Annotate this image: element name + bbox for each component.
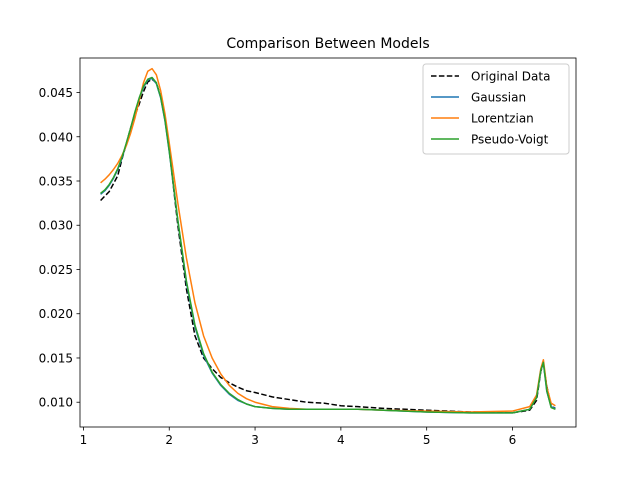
x-axis: 1 2 3 4 5 6: [80, 427, 517, 447]
y-tick-label: 0.015: [39, 351, 73, 365]
y-tick-label: 0.040: [39, 130, 73, 144]
x-tick-label: 5: [423, 433, 431, 447]
y-tick-label: 0.020: [39, 307, 73, 321]
plot-area: [79, 57, 577, 428]
legend: Original Data Gaussian Lorentzian Pseudo-Vo…: [422, 63, 570, 155]
y-axis: 0.010 0.015 0.020 0.025 0.030 0.035 0.040 0.045: [39, 86, 80, 410]
legend-label: Lorentzian: [471, 112, 534, 126]
x-tick-label: 4: [337, 433, 345, 447]
x-tick-label: 6: [509, 433, 517, 447]
series-line-lorentzian: [100, 67, 556, 413]
legend-box: [422, 63, 570, 155]
x-tick-label: 3: [251, 433, 259, 447]
legend-label: Gaussian: [471, 91, 526, 105]
x-tick-label: 2: [165, 433, 173, 447]
chart-title: Comparison Between Models: [226, 36, 429, 52]
legend-label: Pseudo-Voigt: [471, 133, 549, 147]
y-tick-label: 0.010: [39, 396, 73, 410]
x-tick-label: 1: [80, 433, 88, 447]
y-tick-label: 0.045: [39, 86, 73, 100]
y-tick-label: 0.030: [39, 219, 73, 233]
y-tick-label: 0.035: [39, 175, 73, 189]
y-tick-label: 0.025: [39, 263, 73, 277]
axes-frame: [79, 57, 577, 428]
series-line-pseudo-voigt: [100, 76, 556, 414]
legend-label: Original Data: [471, 70, 550, 84]
